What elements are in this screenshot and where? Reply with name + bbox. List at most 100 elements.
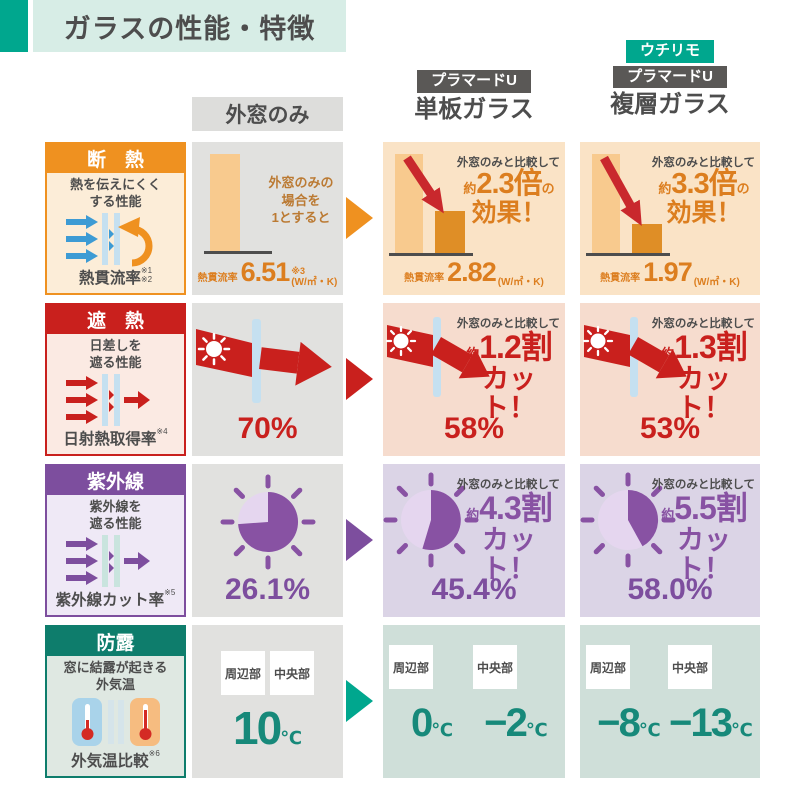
column-header-double: ウチリモ プラマードU 複層ガラス xyxy=(580,40,760,118)
value-uv-single: 45.4% xyxy=(431,573,517,606)
metric-label: 熱貫流率 xyxy=(404,273,445,284)
column-name-single: 単板ガラス xyxy=(414,95,534,123)
row-condensation: 防露 窓に結露が起きる 外気温 xyxy=(0,625,800,778)
compare-note: 外窓のみと比較して xyxy=(651,157,755,169)
metric-unit: (W/㎡・K) xyxy=(497,276,544,288)
label-card-shading: 遮 熱 日差しを 遮る性能 日射熱取得率※4 xyxy=(45,303,186,456)
cell-insulation-double: 外窓のみと比較して 約3.3倍の 効果！ 熱貫流率 1.97 (W/㎡・K) xyxy=(580,142,760,295)
position-chips: 周辺部 中央部 xyxy=(192,651,343,695)
center-stack: 中央部 −13℃ xyxy=(668,645,754,746)
cell-insulation-single: 外窓のみと比較して 約2.3倍の 効果！ 熱貫流率 2.82 (W/㎡・K) xyxy=(383,142,565,295)
single-bar-chart xyxy=(389,154,473,256)
row-shading: 遮 熱 日差しを 遮る性能 日射熱取得率※4 xyxy=(0,303,800,456)
column-name-double: 複層ガラス xyxy=(610,91,730,118)
sun-arrow-graphic xyxy=(196,319,332,403)
chip-center: 中央部 xyxy=(473,645,517,689)
cell-condensation-base: 周辺部 中央部 10℃ xyxy=(192,625,343,778)
value-shading-single: 58% xyxy=(443,412,505,445)
metric-unit: (W/㎡・K) xyxy=(693,276,740,288)
periphery-stack: 周辺部 −8℃ xyxy=(586,645,672,746)
chip-center: 中央部 xyxy=(668,645,712,689)
sun-arrow-cut-graphic xyxy=(385,317,490,397)
effect-note-double: 約3.3倍の 効果！ xyxy=(658,168,750,228)
label-card-insulation: 断 熱 熱を伝えにくく する性能 熱貫流率※1 ※ xyxy=(45,142,186,295)
base-bar-chart xyxy=(204,154,272,254)
metric-name-shading: 日射熱取得率※4 xyxy=(63,427,168,448)
metric-value: 1.97 xyxy=(643,257,693,287)
row-desc-condensation: 窓に結露が起きる 外気温 xyxy=(63,660,168,692)
value-periphery: −8℃ xyxy=(597,701,661,745)
uchirimo-badge: ウチリモ xyxy=(625,40,714,63)
uv-pie-sun xyxy=(220,474,316,570)
cell-uv-double: 外窓のみと比較して 約5.5割 カット！ 58.0% xyxy=(580,464,760,617)
effect-note-single: 約1.2割 カット！ xyxy=(466,329,553,423)
flow-arrow-shading xyxy=(346,358,373,400)
row-desc-insulation: 熱を伝えにくく する性能 xyxy=(70,177,161,209)
uv-block-icon-svg xyxy=(65,534,150,587)
compare-note: 外窓のみと比較して xyxy=(456,479,560,491)
row-insulation: 断 熱 熱を伝えにくく する性能 熱貫流率※1 ※ xyxy=(0,142,800,295)
metric-value-single: 熱貫流率 2.82 (W/㎡・K) xyxy=(383,257,565,288)
chip-periphery: 周辺部 xyxy=(389,645,433,689)
page-title: ガラスの性能・特徴 xyxy=(33,0,346,52)
effect-note-single: 約4.3割 カット！ xyxy=(466,490,553,584)
uv-pie-sun xyxy=(383,472,479,568)
title-accent-square xyxy=(0,0,28,52)
plamard-badge-2: プラマードU xyxy=(613,65,727,88)
metric-name-uv: 紫外線カット率※5 xyxy=(55,588,176,609)
chip-periphery: 周辺部 xyxy=(586,645,630,689)
row-desc-shading: 日差しを 遮る性能 xyxy=(89,338,142,370)
sun-arrow-cut-graphic xyxy=(582,317,687,397)
thermometer-icon xyxy=(47,695,184,749)
value-periphery: 0℃ xyxy=(410,701,454,745)
plamard-badge: プラマードU xyxy=(417,70,531,93)
value-shading-base: 70% xyxy=(237,412,298,445)
value-uv-double: 58.0% xyxy=(627,573,713,606)
flow-arrow-uv xyxy=(346,519,373,561)
row-title-shading: 遮 熱 xyxy=(47,305,184,334)
cell-shading-base: 70% xyxy=(192,303,343,456)
compare-note: 外窓のみと比較して xyxy=(456,157,560,169)
cell-shading-single: 外窓のみと比較して 約1.2割 カット！ 58% xyxy=(383,303,565,456)
chip-periphery: 周辺部 xyxy=(221,651,265,695)
metric-unit: (W/㎡・K) xyxy=(291,276,338,288)
cell-uv-base: 26.1% xyxy=(192,464,343,617)
metric-note: ※3 xyxy=(291,266,305,277)
metric-value-base: 熱貫流率 6.51 ※3 (W/㎡・K) xyxy=(192,257,343,288)
row-desc-uv: 紫外線を 遮る性能 xyxy=(89,499,142,531)
metric-value-double: 熱貫流率 1.97 (W/㎡・K) xyxy=(580,257,760,288)
heat-shading-icon-svg xyxy=(65,373,150,426)
row-title-insulation: 断 熱 xyxy=(47,144,184,173)
label-card-condensation: 防露 窓に結露が起きる 外気温 xyxy=(45,625,186,778)
value-shading-double: 53% xyxy=(639,412,701,445)
row-uv: 紫外線 紫外線を 遮る性能 紫外線カット率※5 xyxy=(0,464,800,617)
metric-label: 熱貫流率 xyxy=(600,273,641,284)
metric-value: 6.51 xyxy=(240,257,291,287)
compare-note: 外窓のみと比較して xyxy=(456,318,560,330)
page-title-text: ガラスの性能・特徴 xyxy=(63,13,316,44)
heat-insulation-icon xyxy=(47,212,184,267)
cell-shading-double: 外窓のみと比較して 約1.3割 カット！ 53% xyxy=(580,303,760,456)
uv-pie-sun xyxy=(580,472,676,568)
periphery-stack: 周辺部 0℃ xyxy=(389,645,475,746)
value-condensation-base: 10℃ xyxy=(233,702,302,754)
chip-center: 中央部 xyxy=(270,651,314,695)
row-title-uv: 紫外線 xyxy=(47,466,184,495)
effect-note-double: 約1.3割 カット！ xyxy=(661,329,748,423)
column-header-single: プラマードU 単板ガラス xyxy=(383,70,565,123)
column-header-base: 外窓のみ xyxy=(192,97,343,131)
effect-note-single: 約2.3倍の 効果！ xyxy=(463,168,555,228)
cell-insulation-base: 外窓のみの 場合を 1とすると 熱貫流率 6.51 ※3 (W/㎡・K) xyxy=(192,142,343,295)
double-bar-chart xyxy=(586,154,670,256)
metric-label: 熱貫流率 xyxy=(197,273,238,284)
heat-shading-icon xyxy=(47,373,184,427)
metric-name-condensation: 外気温比較※6 xyxy=(71,749,160,770)
cell-uv-single: 外窓のみと比較して 約4.3割 カット！ 45.4% xyxy=(383,464,565,617)
compare-note: 外窓のみと比較して xyxy=(651,318,755,330)
uv-block-icon xyxy=(47,534,184,588)
label-card-uv: 紫外線 紫外線を 遮る性能 紫外線カット率※5 xyxy=(45,464,186,617)
value-center: −13℃ xyxy=(669,701,753,745)
flow-arrow-condensation xyxy=(346,680,373,722)
base-caption: 外窓のみの 場合を 1とすると xyxy=(268,175,334,226)
